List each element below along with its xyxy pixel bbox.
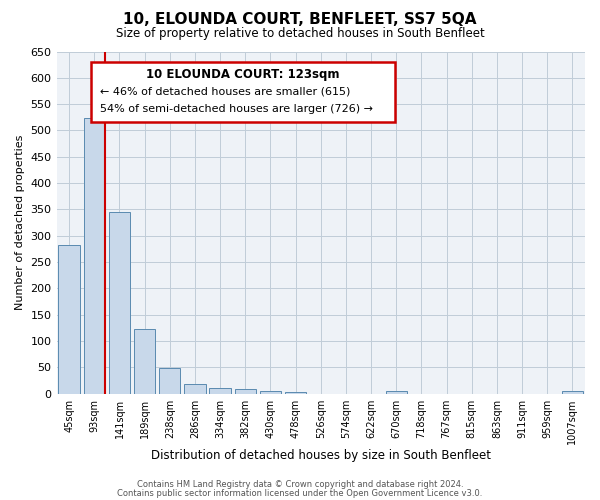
Bar <box>260 391 281 394</box>
Bar <box>134 330 155 394</box>
FancyBboxPatch shape <box>91 62 395 122</box>
Bar <box>159 368 181 394</box>
Text: Contains public sector information licensed under the Open Government Licence v3: Contains public sector information licen… <box>118 488 482 498</box>
Bar <box>109 212 130 394</box>
Text: Size of property relative to detached houses in South Benfleet: Size of property relative to detached ho… <box>116 28 484 40</box>
Y-axis label: Number of detached properties: Number of detached properties <box>15 135 25 310</box>
Text: 54% of semi-detached houses are larger (726) →: 54% of semi-detached houses are larger (… <box>100 104 373 114</box>
Bar <box>562 391 583 394</box>
Bar <box>58 244 80 394</box>
Bar <box>209 388 231 394</box>
Bar <box>83 118 105 394</box>
X-axis label: Distribution of detached houses by size in South Benfleet: Distribution of detached houses by size … <box>151 450 491 462</box>
Bar <box>285 392 307 394</box>
Text: Contains HM Land Registry data © Crown copyright and database right 2024.: Contains HM Land Registry data © Crown c… <box>137 480 463 489</box>
Bar <box>235 390 256 394</box>
Bar <box>386 391 407 394</box>
Bar <box>184 384 206 394</box>
Text: 10 ELOUNDA COURT: 123sqm: 10 ELOUNDA COURT: 123sqm <box>146 68 340 81</box>
Text: ← 46% of detached houses are smaller (615): ← 46% of detached houses are smaller (61… <box>100 86 351 97</box>
Text: 10, ELOUNDA COURT, BENFLEET, SS7 5QA: 10, ELOUNDA COURT, BENFLEET, SS7 5QA <box>123 12 477 28</box>
